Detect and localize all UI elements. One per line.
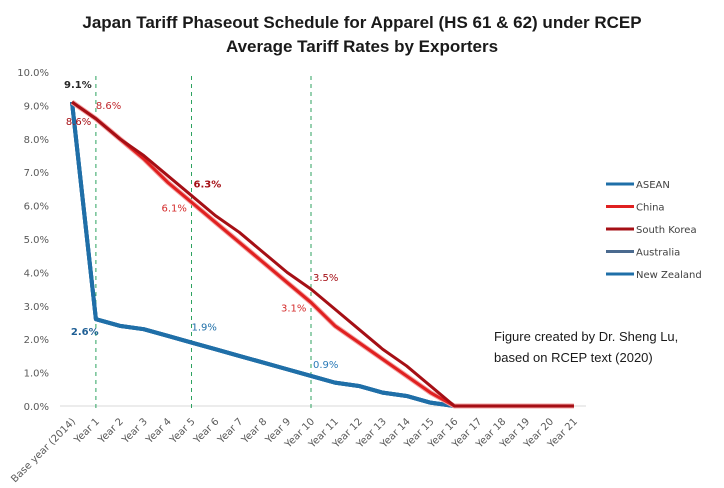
- y-tick-label: 0.0%: [24, 402, 49, 413]
- data-label: 3.5%: [313, 273, 338, 284]
- y-tick-label: 3.0%: [24, 302, 49, 313]
- y-tick-label: 10.0%: [17, 68, 49, 79]
- reference-lines: [95, 76, 312, 412]
- data-label: 1.9%: [192, 323, 217, 334]
- y-tick-label: 2.0%: [24, 335, 49, 346]
- chart-title: Japan Tariff Phaseout Schedule for Appar…: [82, 13, 641, 32]
- x-tick-label: Base year (2014): [9, 416, 78, 485]
- series-line-south-korea: [71, 100, 574, 408]
- data-label: 0.9%: [313, 360, 338, 371]
- x-tick-label: Year 2: [96, 416, 126, 446]
- y-tick-label: 6.0%: [24, 202, 49, 213]
- legend-label: China: [636, 203, 665, 214]
- data-label: 3.1%: [281, 303, 306, 314]
- data-label: 9.1%: [64, 80, 92, 91]
- chart-subtitle: Average Tariff Rates by Exporters: [226, 37, 498, 56]
- data-label: 8.6%: [66, 117, 91, 128]
- y-axis: 0.0% 1.0% 2.0% 3.0% 4.0% 5.0% 6.0% 7.0% 8.0% 9.0%…: [17, 68, 49, 413]
- x-tick-label: Year 8: [239, 416, 269, 446]
- legend-label: Australia: [636, 248, 680, 259]
- legend-label: New Zealand: [636, 270, 702, 281]
- x-tick-label: Year 3: [120, 416, 150, 446]
- y-tick-label: 5.0%: [24, 235, 49, 246]
- x-tick-label: Year 5: [167, 416, 197, 446]
- x-tick-label: Year 1: [72, 416, 102, 446]
- data-label: 6.1%: [162, 203, 187, 214]
- y-tick-label: 9.0%: [24, 101, 49, 112]
- data-label: 2.6%: [71, 327, 99, 338]
- y-tick-label: 1.0%: [24, 369, 49, 380]
- x-tick-label: Year 4: [144, 416, 174, 446]
- data-label: 6.3%: [194, 180, 222, 191]
- y-tick-label: 7.0%: [24, 168, 49, 179]
- x-tick-label: Year 6: [191, 416, 221, 446]
- note-line-1: Figure created by Dr. Sheng Lu,: [494, 329, 678, 344]
- x-tick-label: Year 7: [215, 416, 245, 446]
- note-line-2: based on RCEP text (2020): [494, 350, 653, 365]
- data-label: 8.6%: [96, 101, 121, 112]
- legend-label: ASEAN: [636, 180, 670, 191]
- series-lines: [70, 100, 574, 409]
- legend-label: South Korea: [636, 225, 697, 236]
- y-tick-label: 8.0%: [24, 135, 49, 146]
- legend: ASEAN China South Korea Australia New Zealan…: [606, 180, 702, 281]
- data-labels: 9.1% 8.6% 8.6% 6.3% 6.1% 3.5% 3.1% 2.6% 1.9% 0.9%: [64, 80, 338, 371]
- y-tick-label: 4.0%: [24, 268, 49, 279]
